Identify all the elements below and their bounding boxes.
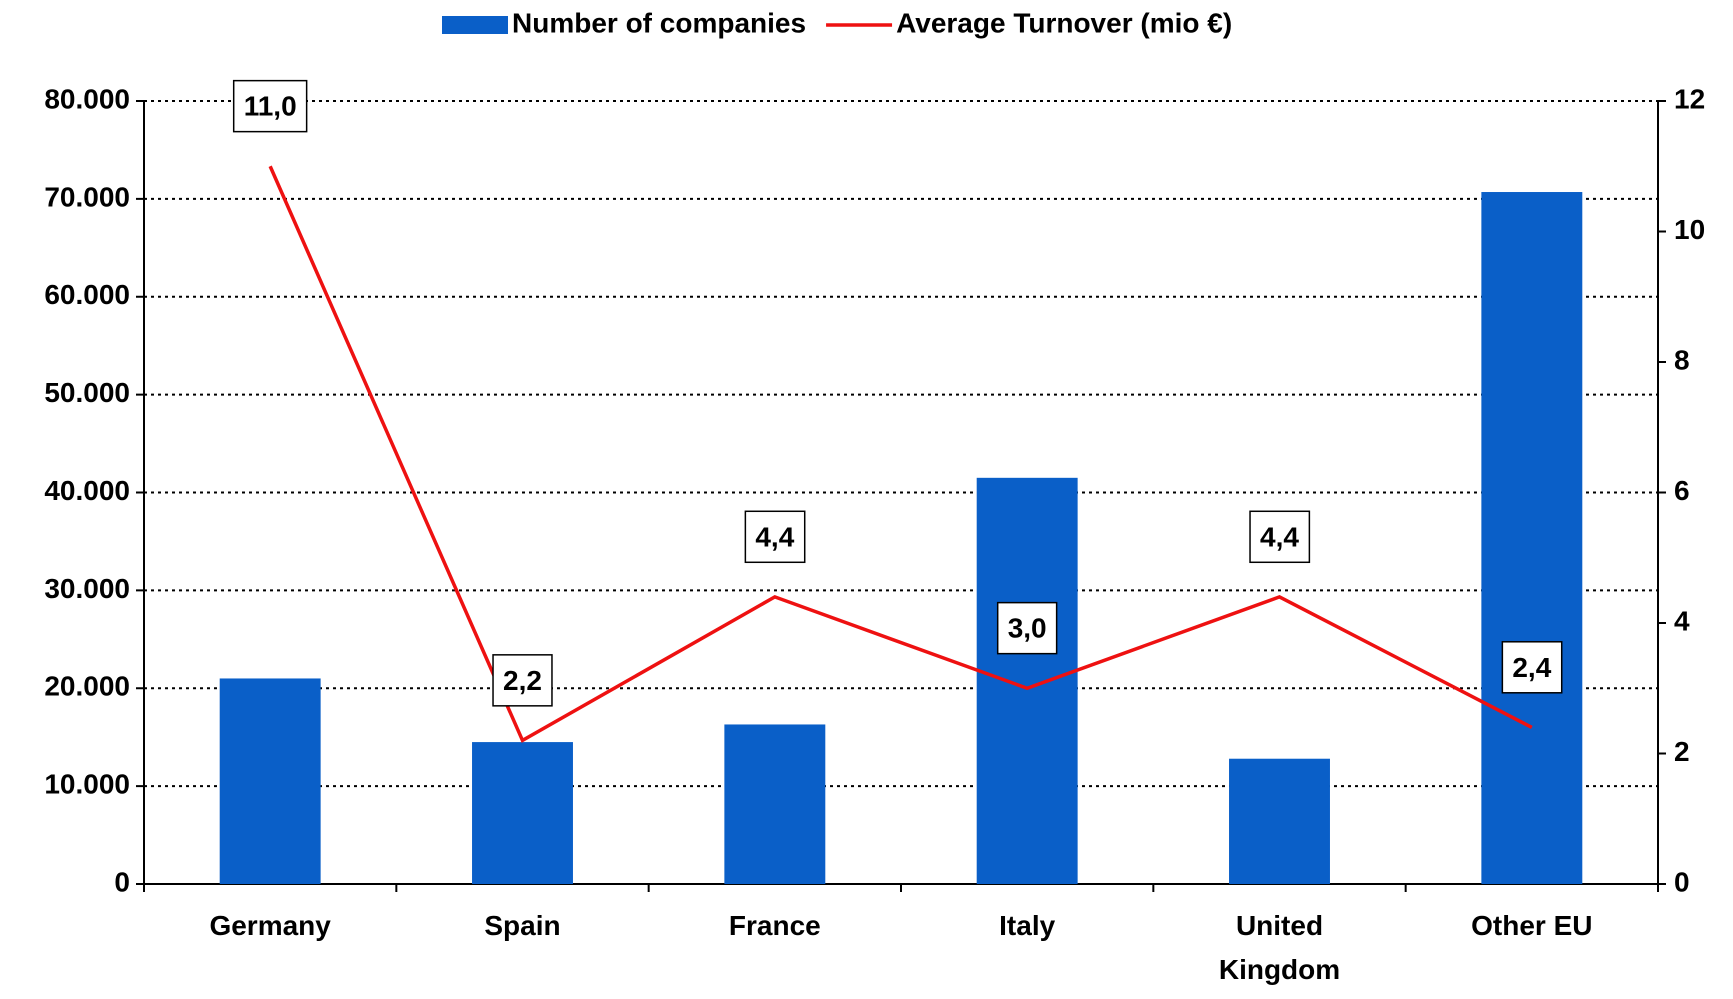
y2-tick-label: 0 bbox=[1674, 866, 1690, 897]
value-label-box bbox=[1249, 510, 1311, 564]
value-label-box bbox=[492, 654, 553, 707]
value-label: 2,4 bbox=[1512, 652, 1551, 683]
y-tick-label: 10.000 bbox=[44, 769, 130, 800]
value-label-box bbox=[996, 601, 1058, 655]
value-label: 2,2 bbox=[503, 665, 542, 696]
y-tick-label: 0 bbox=[114, 866, 130, 897]
x-tick-label: Other EU bbox=[1471, 910, 1593, 941]
legend-label: Number of companies bbox=[512, 7, 806, 38]
y2-tick-label: 10 bbox=[1674, 214, 1705, 245]
y2-tick-label: 8 bbox=[1674, 344, 1690, 375]
value-label-box bbox=[1501, 641, 1563, 694]
value-label-box bbox=[232, 79, 308, 133]
y2-tick-label: 4 bbox=[1674, 605, 1690, 636]
legend-label: Average Turnover (mio €) bbox=[896, 7, 1232, 38]
x-tick-label: Spain bbox=[484, 910, 561, 941]
bar bbox=[472, 742, 573, 884]
x-tick-label: United Kingdom bbox=[1218, 910, 1341, 985]
y-tick-label: 60.000 bbox=[44, 279, 130, 310]
y-tick-label: 50.000 bbox=[44, 377, 130, 408]
line bbox=[268, 165, 1533, 743]
y2-tick-label: 12 bbox=[1674, 83, 1705, 114]
bar bbox=[219, 678, 321, 884]
legend-swatch bbox=[442, 16, 508, 34]
y-tick-label: 30.000 bbox=[44, 573, 130, 604]
bar bbox=[1481, 192, 1583, 884]
y2-tick-label: 2 bbox=[1674, 736, 1690, 767]
bar bbox=[1229, 758, 1330, 884]
value-label: 11,0 bbox=[244, 91, 297, 122]
value-label: 3,0 bbox=[1008, 613, 1047, 644]
y-tick-label: 20.000 bbox=[44, 671, 130, 702]
bar bbox=[976, 477, 1078, 884]
value-label: 4,4 bbox=[755, 521, 794, 552]
x-tick-label: Italy bbox=[999, 910, 1056, 941]
y-tick-label: 80.000 bbox=[44, 83, 130, 114]
x-tick-label: Germany bbox=[209, 910, 331, 941]
y-tick-label: 70.000 bbox=[44, 181, 130, 212]
value-label-box bbox=[744, 510, 806, 564]
value-label: 4,4 bbox=[1260, 521, 1299, 552]
y-tick-label: 40.000 bbox=[44, 475, 130, 506]
y2-tick-label: 6 bbox=[1674, 475, 1690, 506]
bar bbox=[724, 724, 826, 884]
x-tick-label: France bbox=[728, 910, 821, 941]
